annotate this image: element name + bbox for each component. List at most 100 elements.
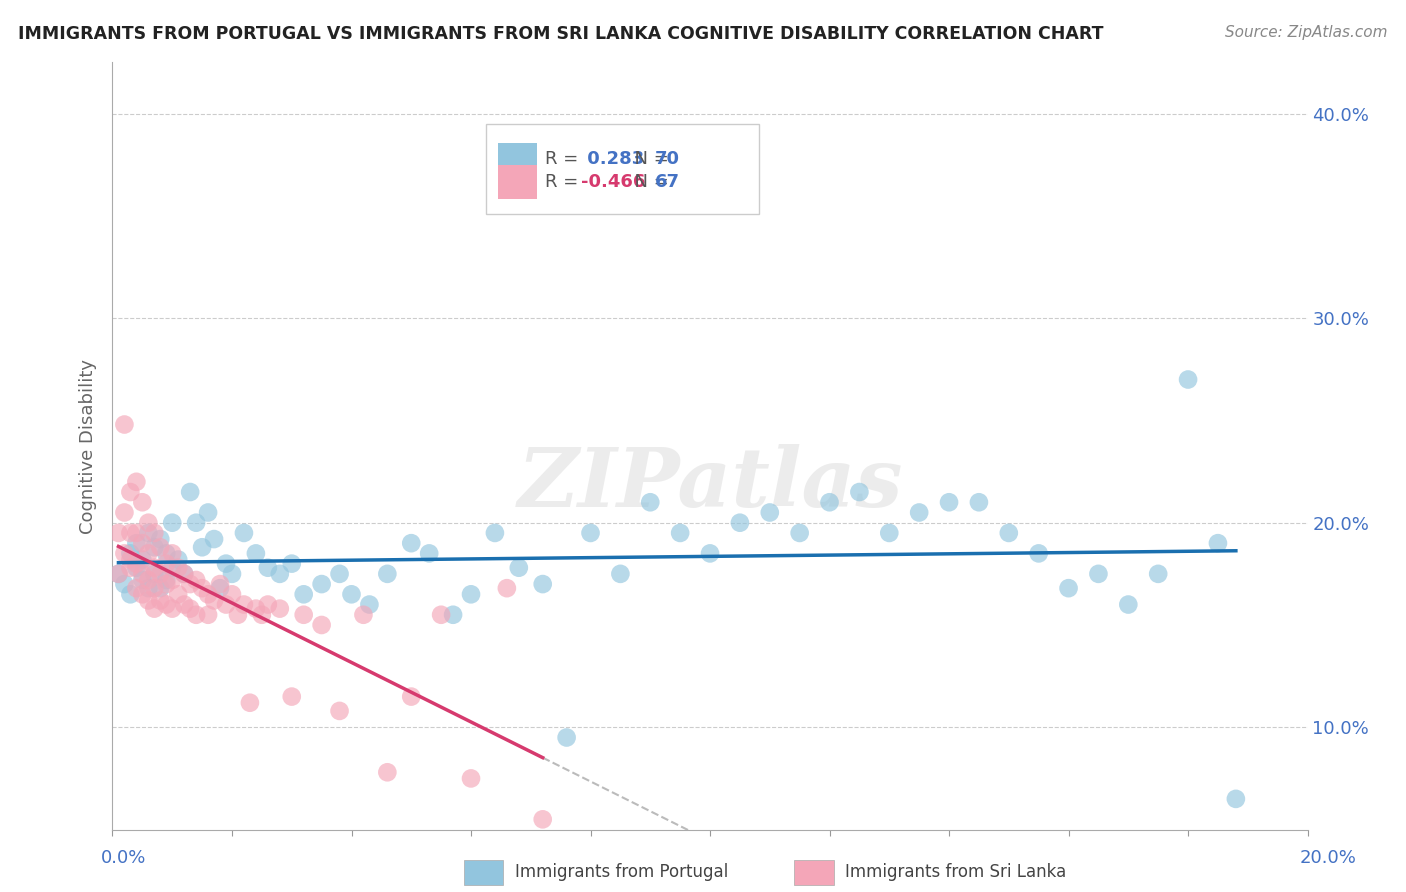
Point (162, 601, 183, 615)
Point (430, 607, 453, 622)
Point (938, 495, 960, 509)
Point (125, 557, 148, 571)
Point (143, 560, 166, 574)
Point (359, 598, 381, 612)
Text: 67: 67 (655, 173, 681, 191)
Point (202, 532, 225, 546)
Point (311, 577, 333, 591)
Point (508, 560, 530, 574)
Text: Immigrants from Portugal: Immigrants from Portugal (515, 863, 728, 881)
Point (418, 546, 440, 560)
Point (155, 577, 177, 591)
Point (162, 573, 183, 587)
Point (669, 525, 692, 540)
Point (609, 566, 631, 581)
Point (131, 566, 153, 581)
Point (125, 475, 148, 489)
Point (197, 587, 219, 601)
Point (496, 581, 519, 595)
Point (998, 525, 1021, 540)
Point (269, 566, 291, 581)
Point (138, 546, 160, 560)
Point (377, 566, 399, 581)
Point (143, 601, 166, 615)
Text: N =: N = (623, 151, 675, 169)
Point (173, 566, 195, 581)
Point (120, 525, 142, 540)
Point (908, 506, 931, 520)
Text: R =: R = (546, 151, 585, 169)
Point (233, 598, 256, 612)
Point (202, 593, 225, 607)
Point (269, 601, 291, 615)
Point (1206, 536, 1229, 550)
Point (818, 495, 841, 509)
Point (125, 525, 148, 540)
Text: Source: ZipAtlas.com: Source: ZipAtlas.com (1225, 25, 1388, 40)
Point (143, 541, 166, 555)
Point (311, 618, 333, 632)
Point (1028, 546, 1050, 560)
Point (138, 593, 160, 607)
Point (107, 566, 129, 581)
Point (257, 560, 280, 574)
Point (531, 813, 554, 827)
Point (377, 765, 399, 780)
Point (120, 552, 142, 566)
Point (167, 552, 190, 566)
Point (138, 573, 160, 587)
Point (460, 587, 482, 601)
Point (107, 525, 129, 540)
Point (179, 577, 201, 591)
Point (292, 607, 315, 622)
Text: 20.0%: 20.0% (1301, 849, 1357, 867)
Point (292, 587, 315, 601)
Text: IMMIGRANTS FROM PORTUGAL VS IMMIGRANTS FROM SRI LANKA COGNITIVE DISABILITY CORRE: IMMIGRANTS FROM PORTUGAL VS IMMIGRANTS F… (18, 25, 1104, 43)
Text: 0.0%: 0.0% (101, 849, 146, 867)
Point (125, 581, 148, 595)
Point (245, 601, 267, 615)
Point (579, 525, 602, 540)
Point (759, 506, 782, 520)
Point (250, 607, 273, 622)
Point (143, 525, 166, 540)
Point (191, 541, 214, 555)
Point (1225, 792, 1247, 806)
FancyBboxPatch shape (486, 124, 759, 213)
Text: 0.283: 0.283 (581, 151, 644, 169)
Point (728, 516, 751, 530)
Point (179, 485, 201, 500)
Point (257, 598, 280, 612)
Point (245, 546, 267, 560)
Point (401, 690, 423, 704)
Point (1087, 566, 1109, 581)
Text: ZIPatlas: ZIPatlas (517, 444, 903, 524)
Point (149, 532, 172, 546)
Point (125, 536, 148, 550)
Point (131, 573, 153, 587)
Point (640, 495, 662, 509)
Text: N =: N = (623, 173, 675, 191)
Point (879, 525, 901, 540)
Point (149, 593, 172, 607)
Point (114, 577, 135, 591)
Point (186, 573, 208, 587)
Point (197, 506, 219, 520)
Bar (498, 143, 537, 177)
Point (149, 566, 172, 581)
Point (848, 485, 870, 500)
Point (138, 581, 160, 595)
Point (120, 587, 142, 601)
Point (120, 485, 142, 500)
Point (209, 581, 232, 595)
Point (155, 598, 177, 612)
Point (143, 581, 166, 595)
Point (329, 566, 352, 581)
Point (173, 566, 195, 581)
Point (173, 598, 195, 612)
Point (179, 601, 201, 615)
Text: -0.466: -0.466 (581, 173, 645, 191)
Point (191, 581, 214, 595)
Point (167, 587, 190, 601)
Y-axis label: Cognitive Disability: Cognitive Disability (79, 359, 97, 533)
